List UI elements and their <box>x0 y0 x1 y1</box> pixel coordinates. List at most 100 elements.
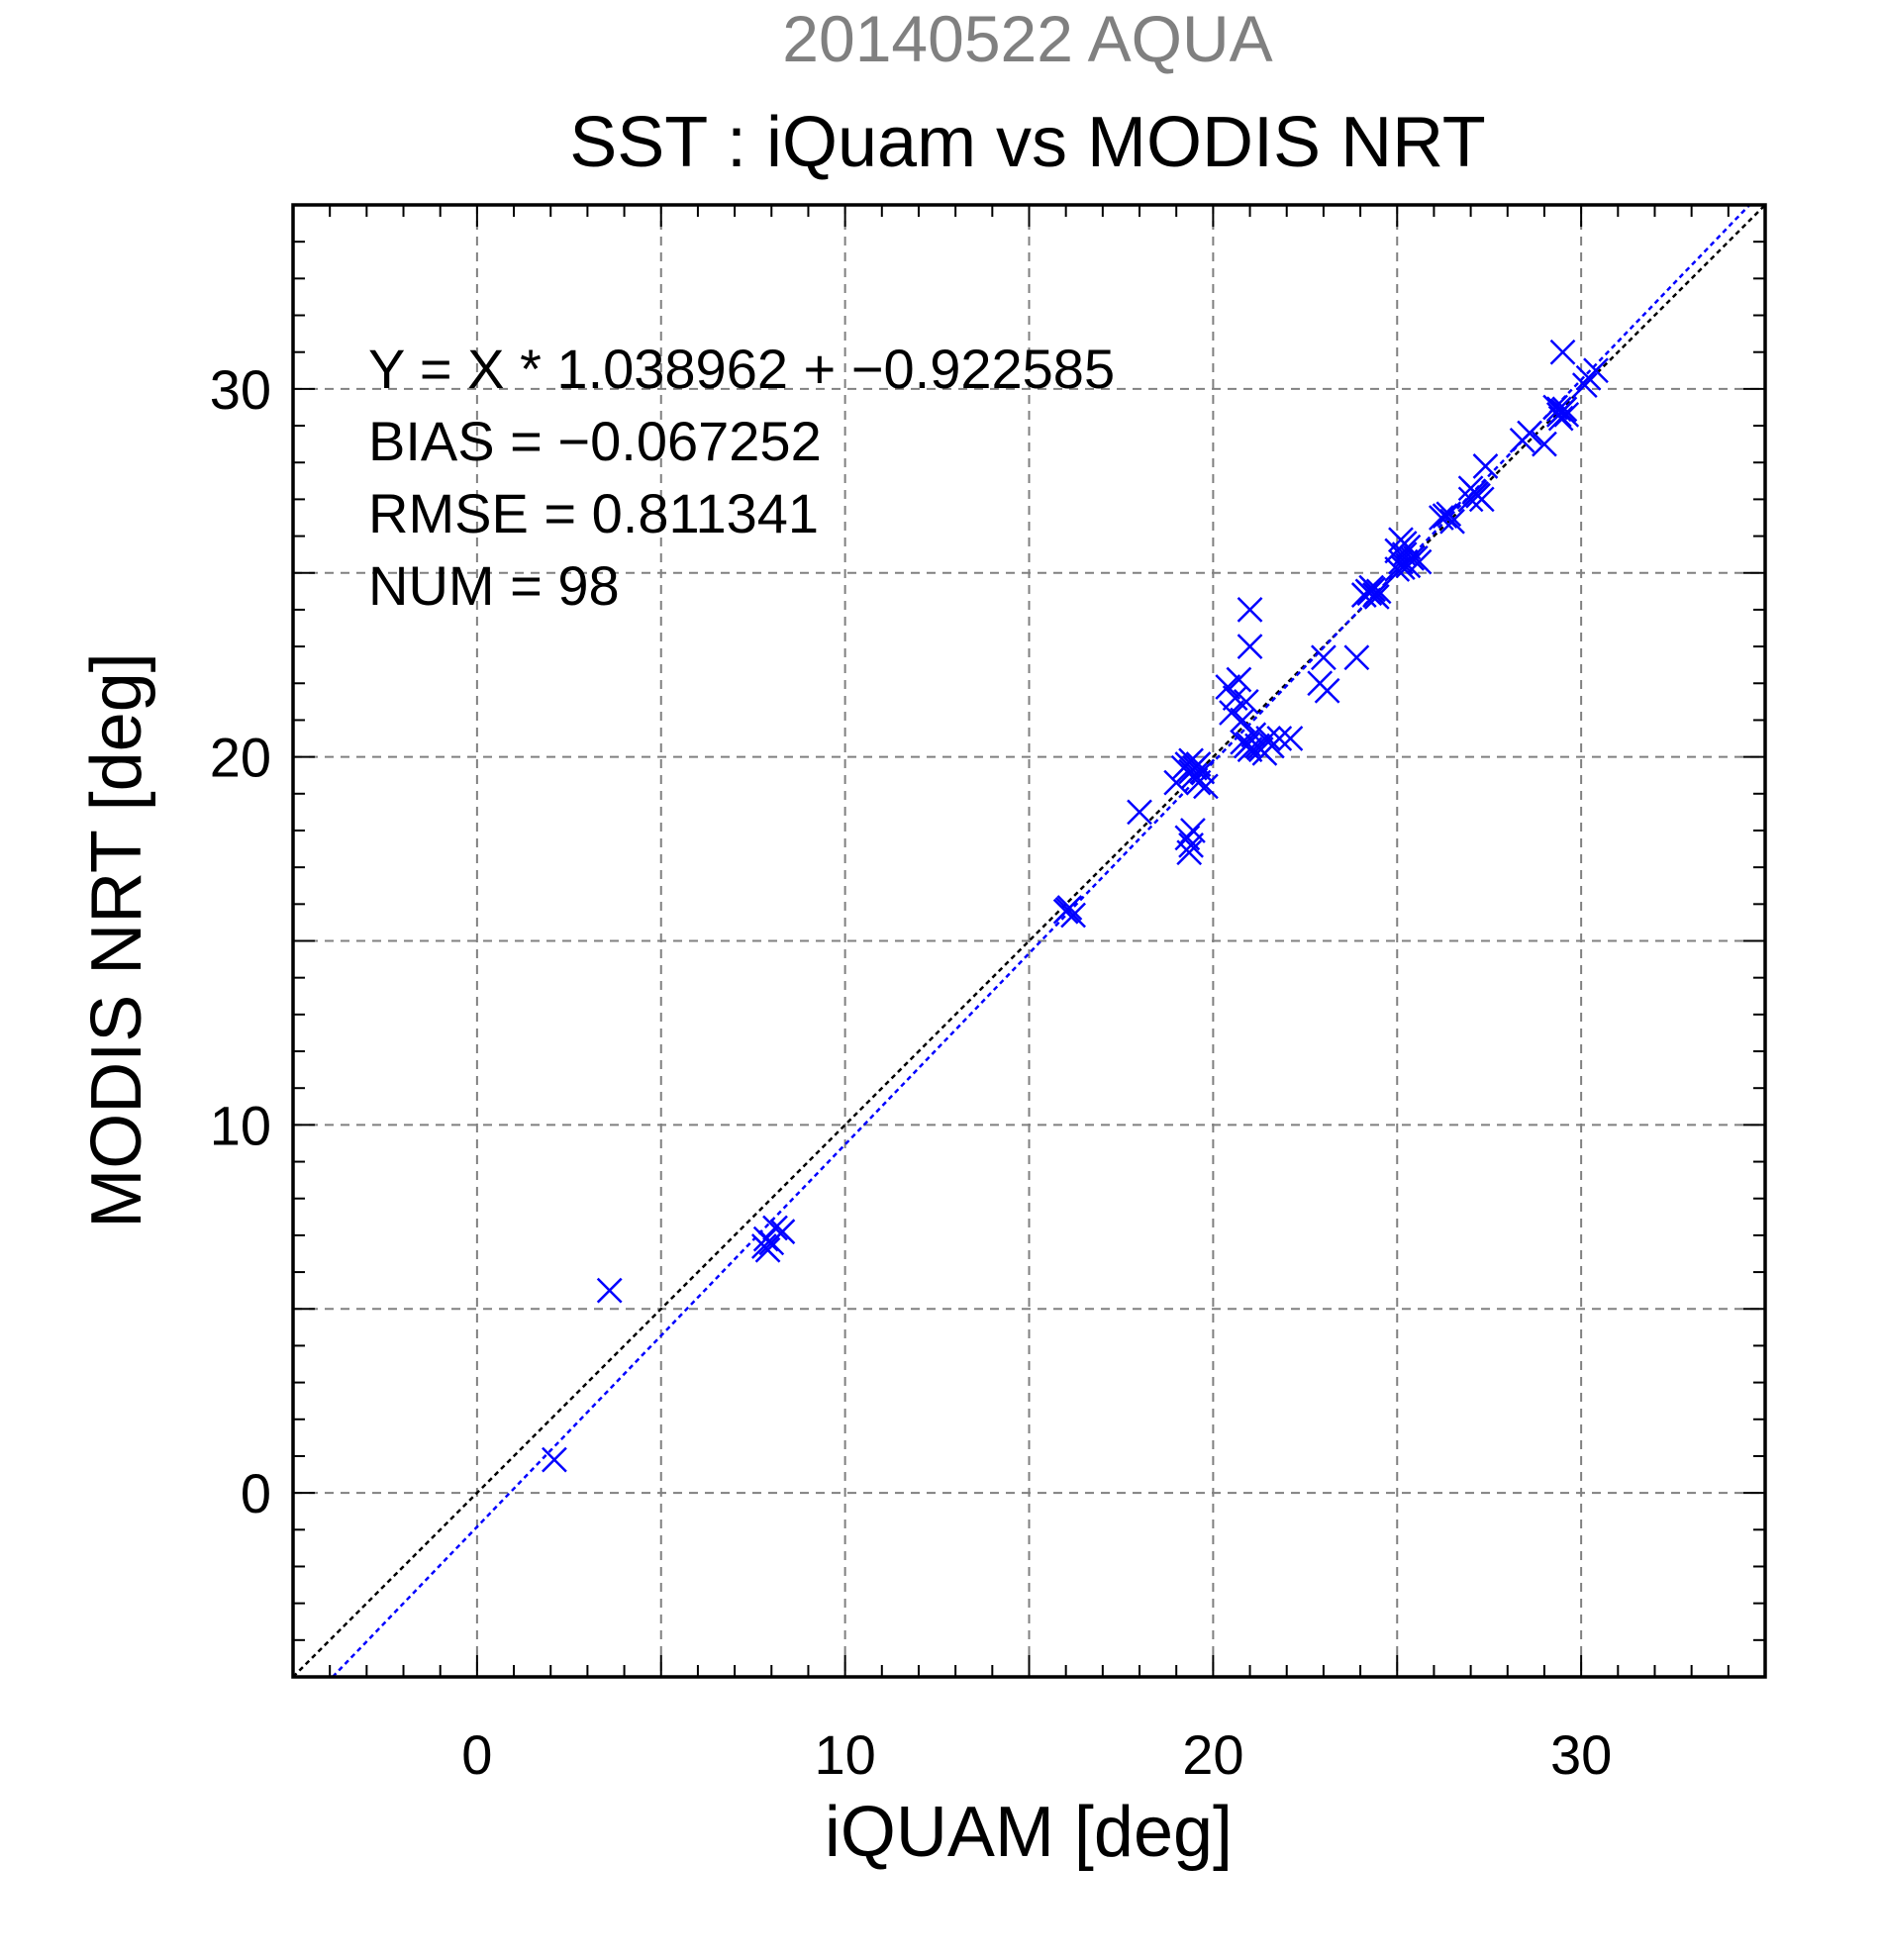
annotation-line: BIAS = −0.067252 <box>368 410 822 472</box>
data-point-stroke <box>769 1219 796 1245</box>
data-point-stroke <box>1406 548 1433 575</box>
data-point-stroke <box>1235 731 1261 757</box>
data-point-stroke <box>1219 700 1244 726</box>
data-point <box>542 1446 567 1473</box>
data-point-stroke <box>1363 584 1390 610</box>
data-point-stroke <box>1215 674 1241 700</box>
data-point-stroke <box>1314 677 1340 704</box>
data-point <box>1343 644 1370 671</box>
data-point <box>1237 597 1263 623</box>
data-point-stroke <box>752 1225 779 1252</box>
data-point <box>1553 402 1580 428</box>
data-point <box>1233 688 1259 715</box>
data-point-stroke <box>1174 825 1201 851</box>
data-point-stroke <box>1127 799 1152 826</box>
plot-frame <box>291 203 1767 1679</box>
data-point-stroke <box>542 1446 567 1473</box>
data-point <box>1571 372 1598 399</box>
data-point-stroke <box>1472 453 1499 479</box>
data-point-stroke <box>596 1277 623 1304</box>
data-point <box>1532 431 1557 457</box>
data-point <box>1439 508 1465 535</box>
data-point-stroke <box>1230 729 1255 755</box>
data-point-stroke <box>754 1236 781 1263</box>
data-point <box>1406 548 1433 575</box>
chart-title: SST : iQuam vs MODIS NRT <box>569 103 1486 182</box>
data-point-stroke <box>1432 503 1458 530</box>
data-point-stroke <box>1395 534 1422 560</box>
data-point-stroke <box>1226 666 1252 693</box>
data-point-stroke <box>1439 508 1465 535</box>
data-point <box>1363 584 1390 610</box>
data-point <box>769 1219 796 1245</box>
data-point-stroke <box>1356 580 1383 607</box>
annotation-line: NUM = 98 <box>368 554 620 617</box>
data-point-stroke <box>1230 707 1255 734</box>
x-tick-label: 0 <box>461 1723 492 1786</box>
data-point-stroke <box>1545 396 1572 423</box>
data-point <box>1356 580 1383 607</box>
chart-supertitle: 20140522 AQUA <box>782 2 1272 75</box>
data-point <box>1517 420 1542 446</box>
data-point <box>1235 731 1261 757</box>
data-point <box>1180 818 1206 843</box>
x-tick-label: 20 <box>1182 1723 1243 1786</box>
data-point-stroke <box>1583 357 1609 384</box>
data-point-stroke <box>1183 753 1210 779</box>
data-point-stroke <box>1266 726 1293 751</box>
data-points <box>542 339 1609 1473</box>
y-tick-label: 0 <box>241 1462 271 1524</box>
data-point-stroke <box>1180 818 1206 843</box>
data-point-stroke <box>1532 431 1557 457</box>
x-axis-label: iQUAM [deg] <box>825 1793 1233 1872</box>
data-point <box>1277 726 1304 751</box>
data-point <box>752 1225 779 1252</box>
data-point-stroke <box>1311 644 1336 671</box>
data-point <box>1183 753 1210 779</box>
data-point-stroke <box>1551 396 1578 423</box>
data-point <box>1127 799 1152 826</box>
data-point <box>1583 357 1609 384</box>
y-tick-label: 30 <box>210 358 271 421</box>
y-tick-label: 20 <box>210 727 271 789</box>
data-point <box>1545 396 1572 423</box>
data-point <box>1266 726 1293 751</box>
data-point-stroke <box>1233 688 1259 715</box>
x-tick-label: 30 <box>1550 1723 1612 1786</box>
axis-ticks <box>293 205 1765 1677</box>
data-point-stroke <box>1237 634 1263 659</box>
data-point-stroke <box>1245 735 1272 761</box>
data-point-stroke <box>1054 897 1081 923</box>
x-tick-label: 10 <box>814 1723 875 1786</box>
data-point-stroke <box>1389 554 1416 581</box>
data-point <box>754 1236 781 1263</box>
tick-labels: 0 10 20 30 0 10 20 30 <box>210 358 1613 1786</box>
data-point-stroke <box>1547 405 1574 432</box>
data-point-stroke <box>1343 644 1370 671</box>
data-point <box>1230 729 1255 755</box>
data-point-stroke <box>1176 839 1203 866</box>
data-point-stroke <box>1365 578 1392 605</box>
data-point <box>596 1277 623 1304</box>
data-point-stroke <box>1571 372 1598 399</box>
data-point-stroke <box>762 1215 788 1241</box>
data-point-stroke <box>1517 420 1542 446</box>
data-point-stroke <box>1222 685 1248 712</box>
data-point-stroke <box>1553 402 1580 428</box>
data-point-stroke <box>1428 505 1454 531</box>
data-point-stroke <box>1542 394 1568 421</box>
data-point <box>1311 644 1336 671</box>
data-point-stroke <box>1277 726 1304 751</box>
data-point <box>1314 677 1340 704</box>
grid-lines <box>293 205 1765 1677</box>
stats-annotations: Y = X * 1.038962 + −0.922585 BIAS = −0.06… <box>368 338 1115 617</box>
data-point <box>1549 339 1576 365</box>
data-point-stroke <box>1193 773 1219 800</box>
data-point <box>1542 394 1568 421</box>
data-point <box>1389 554 1416 581</box>
y-axis-label: MODIS NRT [deg] <box>77 652 156 1228</box>
data-point <box>1432 503 1458 530</box>
data-point-stroke <box>1463 480 1490 507</box>
